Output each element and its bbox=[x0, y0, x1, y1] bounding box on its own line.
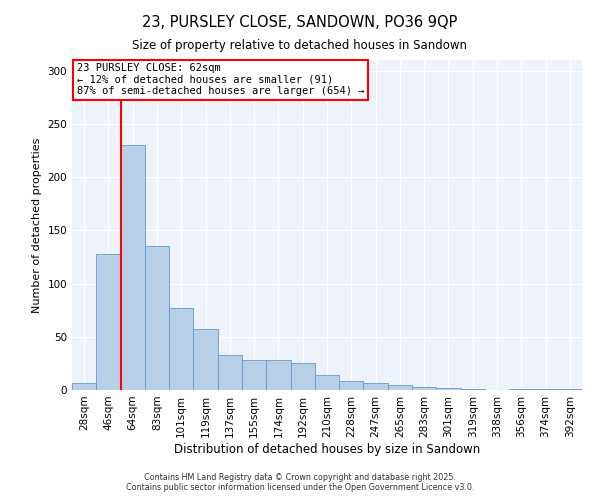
Bar bbox=[364, 382, 388, 390]
Text: Size of property relative to detached houses in Sandown: Size of property relative to detached ho… bbox=[133, 39, 467, 52]
Bar bbox=[388, 384, 412, 390]
Bar bbox=[266, 360, 290, 390]
Bar bbox=[72, 382, 96, 390]
Bar bbox=[509, 389, 533, 390]
Bar bbox=[533, 389, 558, 390]
Bar bbox=[145, 246, 169, 390]
Bar bbox=[193, 330, 218, 390]
Text: 23, PURSLEY CLOSE, SANDOWN, PO36 9QP: 23, PURSLEY CLOSE, SANDOWN, PO36 9QP bbox=[142, 15, 458, 30]
Text: 23 PURSLEY CLOSE: 62sqm
← 12% of detached houses are smaller (91)
87% of semi-de: 23 PURSLEY CLOSE: 62sqm ← 12% of detache… bbox=[77, 64, 365, 96]
X-axis label: Distribution of detached houses by size in Sandown: Distribution of detached houses by size … bbox=[174, 442, 480, 456]
Bar bbox=[339, 382, 364, 390]
Bar bbox=[121, 145, 145, 390]
Bar bbox=[412, 387, 436, 390]
Bar bbox=[436, 388, 461, 390]
Bar bbox=[218, 355, 242, 390]
Bar bbox=[558, 389, 582, 390]
Text: Contains HM Land Registry data © Crown copyright and database right 2025.
Contai: Contains HM Land Registry data © Crown c… bbox=[126, 473, 474, 492]
Bar bbox=[96, 254, 121, 390]
Bar bbox=[315, 375, 339, 390]
Bar bbox=[461, 389, 485, 390]
Bar bbox=[242, 360, 266, 390]
Bar bbox=[290, 364, 315, 390]
Bar bbox=[169, 308, 193, 390]
Y-axis label: Number of detached properties: Number of detached properties bbox=[32, 138, 42, 312]
